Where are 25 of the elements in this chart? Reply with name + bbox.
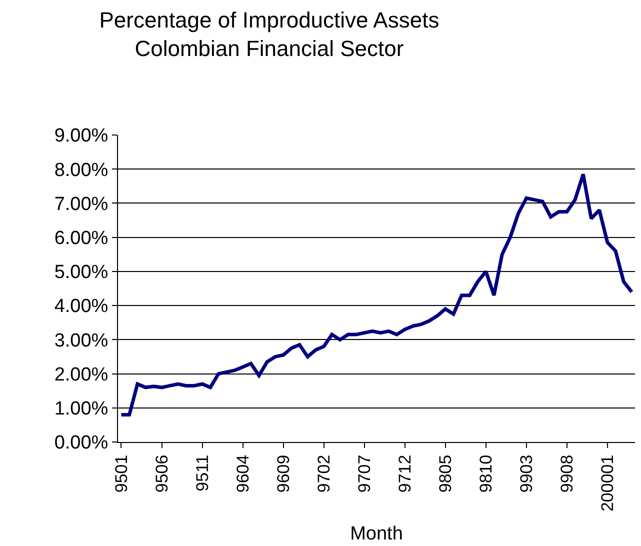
y-tick-label: 8.00% — [54, 160, 108, 181]
x-tick-label: 9506 — [152, 454, 172, 493]
x-tick-label: 9511 — [192, 454, 212, 492]
chart-title: Percentage of Improductive Assets Colombian Financial Sector — [99, 7, 440, 61]
x-tick-label: 9810 — [476, 454, 496, 493]
x-axis-title: Month — [350, 523, 403, 544]
y-tick-label: 0.00% — [54, 432, 108, 454]
y-tick-label: 9.00% — [54, 126, 108, 147]
x-tick-label: 9707 — [354, 454, 374, 493]
x-tick-label: 9702 — [314, 454, 334, 493]
x-tick-label: 9805 — [436, 454, 455, 493]
x-tick-label: 200001 — [598, 454, 617, 512]
x-tick-label: 9908 — [557, 454, 576, 493]
y-tick-label: 4.00% — [54, 296, 108, 318]
x-tick-label: 9903 — [516, 454, 536, 493]
y-tick-label: 7.00% — [54, 194, 108, 215]
x-tick-label: 9604 — [233, 454, 252, 493]
x-tick-label: 9501 — [112, 454, 131, 493]
y-tick-label: 2.00% — [54, 364, 108, 386]
y-tick-label: 1.00% — [54, 398, 108, 420]
x-tick-label: 9609 — [274, 454, 293, 493]
y-tick-label: 6.00% — [54, 228, 108, 249]
y-tick-label: 3.00% — [54, 330, 108, 352]
y-tick-label: 5.00% — [54, 262, 108, 284]
x-tick-label: 9712 — [395, 454, 414, 493]
